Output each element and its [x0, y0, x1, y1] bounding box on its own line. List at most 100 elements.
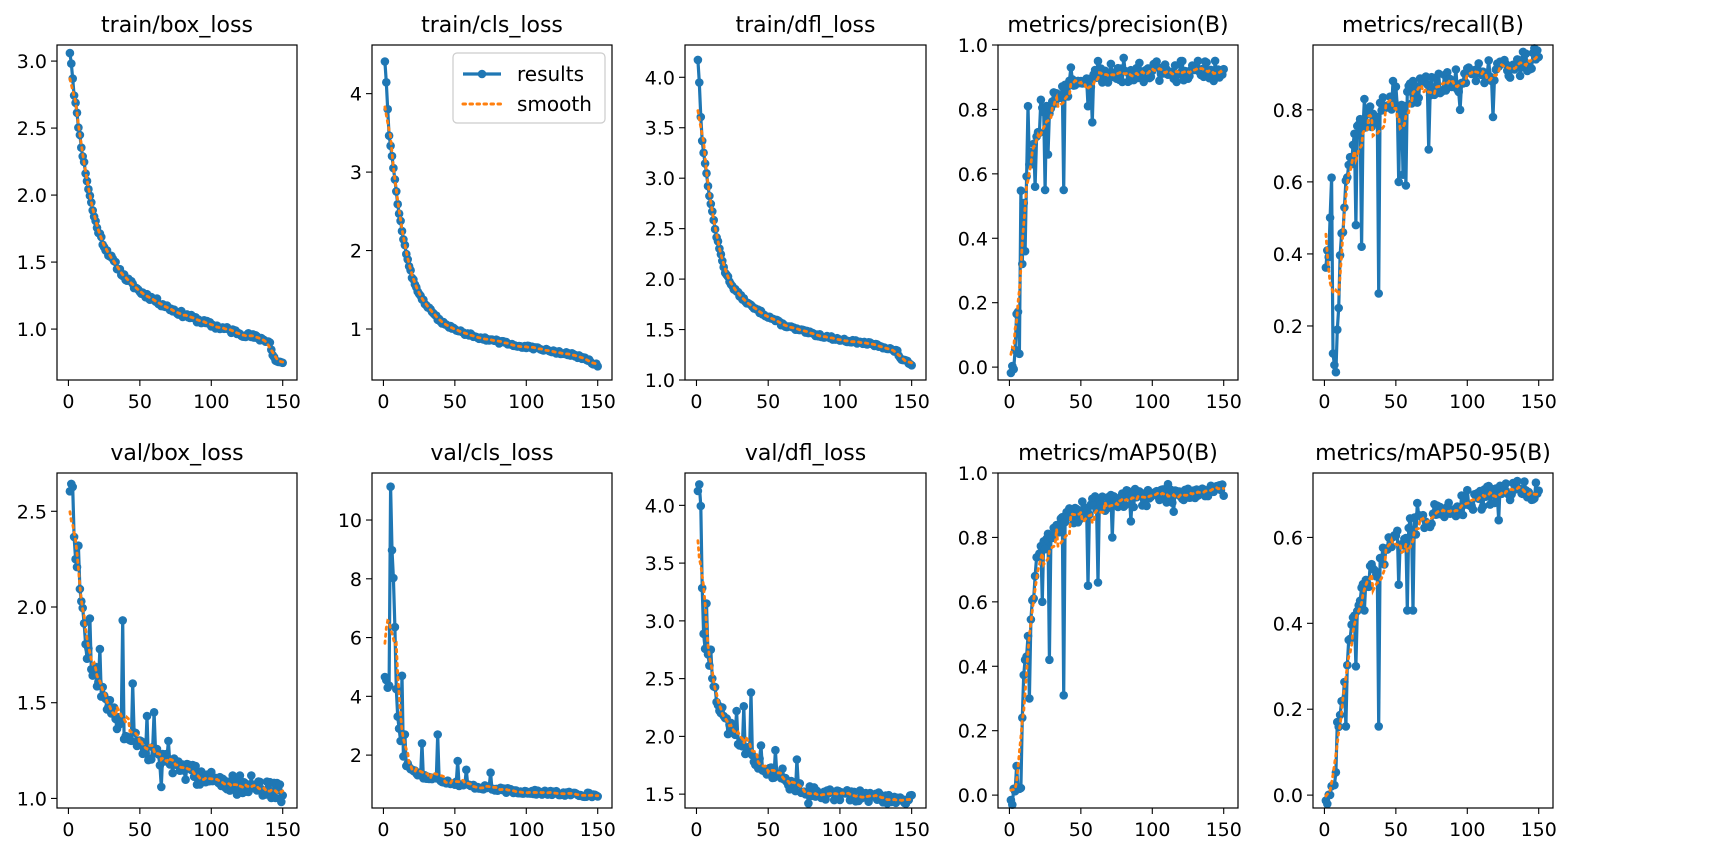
results-point: [1193, 56, 1203, 66]
results-line: [1009, 482, 1226, 807]
results-point: [275, 780, 285, 789]
results-point: [1023, 101, 1033, 111]
axes-frame: [371, 472, 613, 809]
y-tick-label: 0.8: [958, 99, 988, 121]
results-point: [1155, 76, 1164, 85]
results-point: [1513, 476, 1522, 486]
results-point: [1328, 349, 1338, 358]
smooth-line: [383, 105, 600, 366]
x-tick-label: 100: [822, 391, 858, 413]
y-tick-label: 3.0: [645, 168, 675, 190]
results-point: [1059, 691, 1068, 700]
results-point: [1059, 185, 1068, 195]
x-tick-label: 100: [1449, 391, 1485, 413]
y-tick-label: 2.5: [645, 219, 675, 241]
x-tick-label: 0: [1318, 819, 1330, 841]
chart-title: metrics/precision(B): [1007, 13, 1228, 38]
smooth-line: [696, 539, 914, 802]
chart-title: metrics/mAP50(B): [1018, 441, 1218, 466]
results-point: [1348, 140, 1358, 150]
results-point: [1330, 360, 1339, 370]
y-tick-label: 0.0: [1273, 785, 1303, 807]
results-point: [1078, 497, 1087, 506]
chart-title: val/box_loss: [110, 441, 243, 466]
results-point: [1083, 101, 1093, 111]
y-tick-label: 1.0: [17, 788, 47, 810]
y-tick-label: 1.5: [17, 693, 47, 715]
axes-frame: [371, 44, 613, 381]
results-point: [1360, 606, 1369, 615]
results-point: [1333, 325, 1342, 335]
results-point: [1515, 71, 1525, 81]
results-point: [396, 736, 405, 746]
y-tick-label: 2: [350, 745, 362, 767]
results-point: [65, 48, 75, 58]
axes-frame: [1312, 44, 1554, 381]
panel-metrics-map50-b-: 0 50 100 150 0.0 0.2 0.4 0.6 0.8 1.0 metrics/mAP50…: [958, 441, 1242, 841]
results-point: [696, 501, 706, 511]
results-point: [1505, 73, 1515, 82]
x-tick-label: 0: [377, 819, 389, 841]
axes-frame: [684, 472, 927, 809]
y-tick-label: 0.4: [1273, 244, 1303, 266]
x-tick-label: 0: [62, 819, 74, 841]
results-point: [1093, 578, 1103, 587]
x-tick-label: 50: [443, 819, 467, 841]
results-point: [1135, 58, 1144, 68]
y-tick-label: 0.4: [958, 228, 988, 250]
legend-label-smooth: smooth: [517, 92, 592, 116]
results-point: [1108, 533, 1117, 542]
y-tick-label: 1.5: [645, 320, 675, 342]
y-tick-label: 1.0: [645, 370, 675, 392]
results-point: [1468, 505, 1478, 514]
y-tick-label: 0.4: [958, 656, 988, 678]
x-tick-label: 150: [265, 819, 301, 841]
results-point: [1088, 118, 1097, 127]
results-point: [380, 57, 390, 66]
results-point: [147, 755, 156, 764]
x-tick-label: 50: [1384, 819, 1408, 841]
results-point: [1444, 498, 1453, 508]
axes-frame: [56, 472, 298, 809]
results-point: [81, 169, 90, 178]
results-point: [1455, 105, 1465, 115]
chart-title: train/dfl_loss: [736, 13, 876, 38]
y-tick-label: 1: [350, 319, 362, 341]
results-point: [277, 797, 286, 807]
results-point: [1106, 59, 1116, 69]
results-point: [1142, 501, 1151, 511]
results-point: [1451, 65, 1461, 74]
y-tick-label: 2: [350, 241, 362, 263]
results-point: [382, 78, 391, 87]
results-point: [1331, 367, 1341, 377]
results-point: [386, 482, 395, 492]
x-tick-label: 0: [1003, 391, 1015, 413]
results-point: [1169, 507, 1178, 516]
y-tick-label: 2.0: [17, 597, 47, 619]
y-tick-label: 0.8: [958, 527, 988, 549]
results-point: [1347, 159, 1356, 169]
results-point: [1365, 102, 1375, 111]
y-tick-label: 1.0: [17, 319, 47, 341]
results-point: [1351, 662, 1361, 671]
y-tick-label: 10: [338, 510, 362, 532]
smooth-line: [383, 618, 600, 798]
axes-frame: [1312, 472, 1554, 809]
y-tick-label: 0.2: [1273, 316, 1303, 338]
results-point: [390, 622, 400, 632]
results-point: [1414, 93, 1423, 103]
results-point: [1327, 173, 1336, 182]
results-point: [1210, 56, 1220, 66]
results-point: [1355, 114, 1365, 124]
results-point: [732, 706, 741, 716]
chart-title: val/cls_loss: [430, 441, 553, 466]
results-point: [1045, 655, 1054, 665]
results-point: [1126, 517, 1136, 526]
results-point: [1391, 82, 1401, 91]
results-point: [191, 761, 200, 771]
results-point: [1488, 112, 1498, 122]
results-point: [1036, 95, 1046, 105]
y-tick-label: 0.0: [958, 785, 988, 807]
results-point: [67, 59, 76, 68]
y-tick-label: 0.8: [1273, 100, 1303, 122]
